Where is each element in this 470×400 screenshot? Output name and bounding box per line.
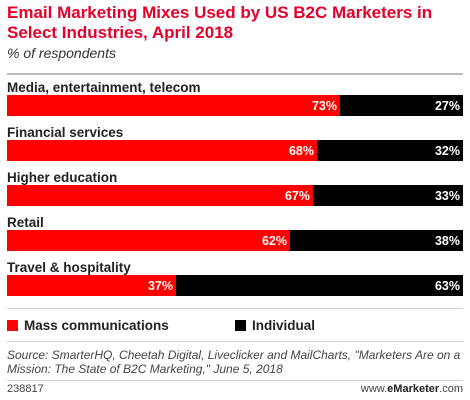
bar-value-label: 62%	[261, 233, 287, 248]
category-label: Retail	[7, 215, 44, 230]
source-note: Source: SmarterHQ, Cheetah Digital, Live…	[7, 348, 461, 376]
category-label: Financial services	[7, 125, 124, 140]
source-divider	[7, 341, 463, 342]
bar-value-label: 38%	[434, 233, 460, 248]
legend-label-individual: Individual	[252, 318, 316, 333]
bar-individual: 38%	[290, 230, 463, 251]
chart-id: 238817	[7, 383, 44, 395]
bar-mass-communications: 68%	[7, 140, 317, 161]
bar-mass-communications: 67%	[7, 185, 313, 206]
chart-title: Email Marketing Mixes Used by US B2C Mar…	[7, 3, 433, 42]
legend-swatch-individual	[235, 320, 246, 331]
top-divider	[7, 73, 463, 75]
bar-value-label: 27%	[434, 98, 460, 113]
bar-individual: 33%	[313, 185, 463, 206]
bar-value-label: 33%	[434, 188, 460, 203]
footer-divider	[7, 380, 463, 381]
legend-label-mass: Mass communications	[24, 318, 169, 333]
bar-mass-communications: 73%	[7, 95, 340, 116]
bar-individual: 27%	[340, 95, 463, 116]
bar-value-label: 67%	[284, 188, 310, 203]
bar-individual: 32%	[317, 140, 463, 161]
legend-item-individual: Individual	[235, 318, 315, 333]
bar-value-label: 32%	[434, 143, 460, 158]
bar-value-label: 37%	[147, 278, 173, 293]
legend-swatch-mass	[7, 320, 18, 331]
legend-divider	[7, 308, 463, 309]
category-label: Media, entertainment, telecom	[7, 80, 201, 95]
bar-value-label: 68%	[288, 143, 314, 158]
bar-mass-communications: 37%	[7, 275, 176, 296]
bar-mass-communications: 62%	[7, 230, 290, 251]
bar-value-label: 73%	[311, 98, 337, 113]
legend-item-mass: Mass communications	[7, 318, 169, 333]
category-label: Higher education	[7, 170, 118, 185]
category-label: Travel & hospitality	[7, 260, 131, 275]
brand-logo: www.eMarketer.com	[360, 383, 463, 395]
chart-subtitle: % of respondents	[7, 45, 116, 61]
bar-value-label: 63%	[434, 278, 460, 293]
bar-individual: 63%	[176, 275, 463, 296]
